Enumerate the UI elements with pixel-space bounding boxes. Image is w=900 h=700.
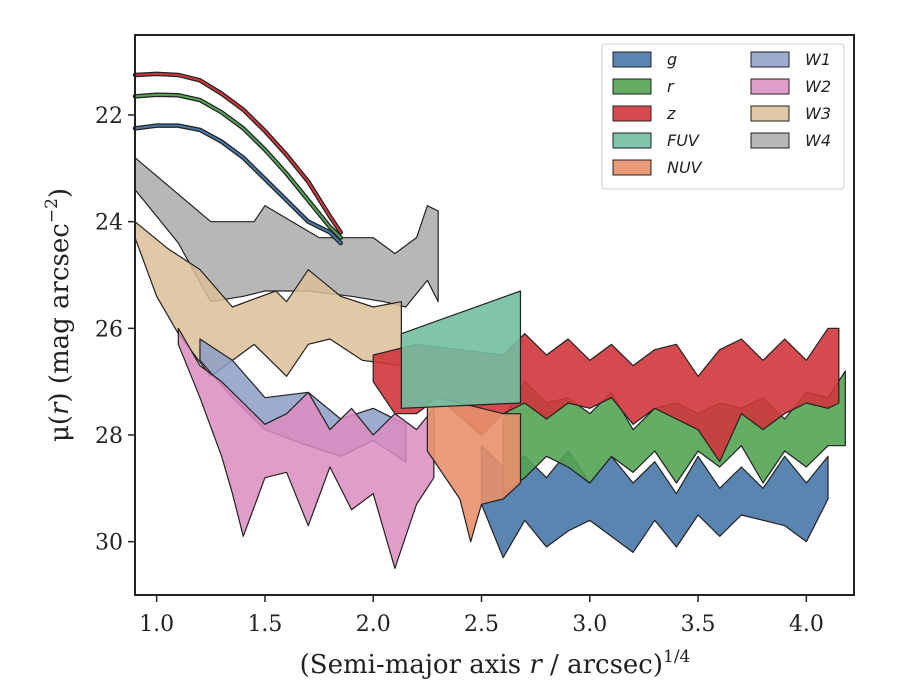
legend-swatch-nuv	[612, 159, 652, 176]
legend-label-z: z	[666, 104, 676, 123]
legend-swatch-w2	[750, 78, 790, 95]
x-tick-label: 2.0	[356, 612, 391, 637]
y-axis: 22 24 26 28 30	[95, 104, 135, 556]
x-tick-label: 4.0	[789, 612, 824, 637]
legend-swatch-w1	[750, 51, 790, 68]
x-tick-label: 3.0	[572, 612, 607, 637]
legend-swatch-g	[612, 51, 652, 68]
y-tick-label: 24	[95, 211, 123, 236]
x-axis-label: (Semi-major axis r / arcsec)1/4	[300, 647, 691, 680]
legend-label-w1: W1	[805, 50, 831, 69]
legend-swatch-fuv	[612, 132, 652, 149]
curve-z	[134, 72, 342, 234]
y-tick-label: 22	[95, 104, 123, 129]
legend-label-w3: W3	[805, 104, 831, 123]
legend-label-fuv: FUV	[667, 131, 700, 150]
legend-swatch-z	[612, 105, 652, 122]
y-tick-label: 30	[95, 531, 123, 556]
y-tick-label: 28	[95, 424, 123, 449]
x-tick-label: 1.0	[139, 612, 174, 637]
x-tick-label: 3.5	[681, 612, 716, 637]
legend-label-r: r	[667, 77, 675, 96]
legend-label-nuv: NUV	[667, 158, 703, 177]
plot-frame	[134, 34, 855, 596]
outer-curves	[132, 71, 343, 246]
band-w4	[134, 157, 439, 308]
x-tick-label: 1.5	[247, 612, 282, 637]
curve-r	[134, 93, 342, 239]
band-w2	[177, 327, 435, 569]
x-axis: 1.0 1.5 2.0 2.5 3.0 3.5 4.0	[139, 595, 824, 637]
legend-label-w4: W4	[805, 131, 831, 150]
legend-label-g: g	[667, 50, 677, 69]
curve-g	[134, 124, 342, 244]
band-fuv	[400, 290, 522, 409]
y-tick-label: 26	[95, 317, 123, 342]
legend: grz FUV NUV W1 W2 W3 W4	[601, 43, 845, 190]
legend-swatch-r	[612, 78, 652, 95]
band-fills	[134, 157, 846, 569]
legend-label-w2: W2	[805, 77, 831, 96]
y-axis-label: μ(r) (mag arcsec−2)	[42, 188, 75, 442]
legend-swatch-w3	[750, 105, 790, 122]
x-tick-label: 2.5	[464, 612, 499, 637]
legend-swatch-w4	[750, 132, 790, 149]
